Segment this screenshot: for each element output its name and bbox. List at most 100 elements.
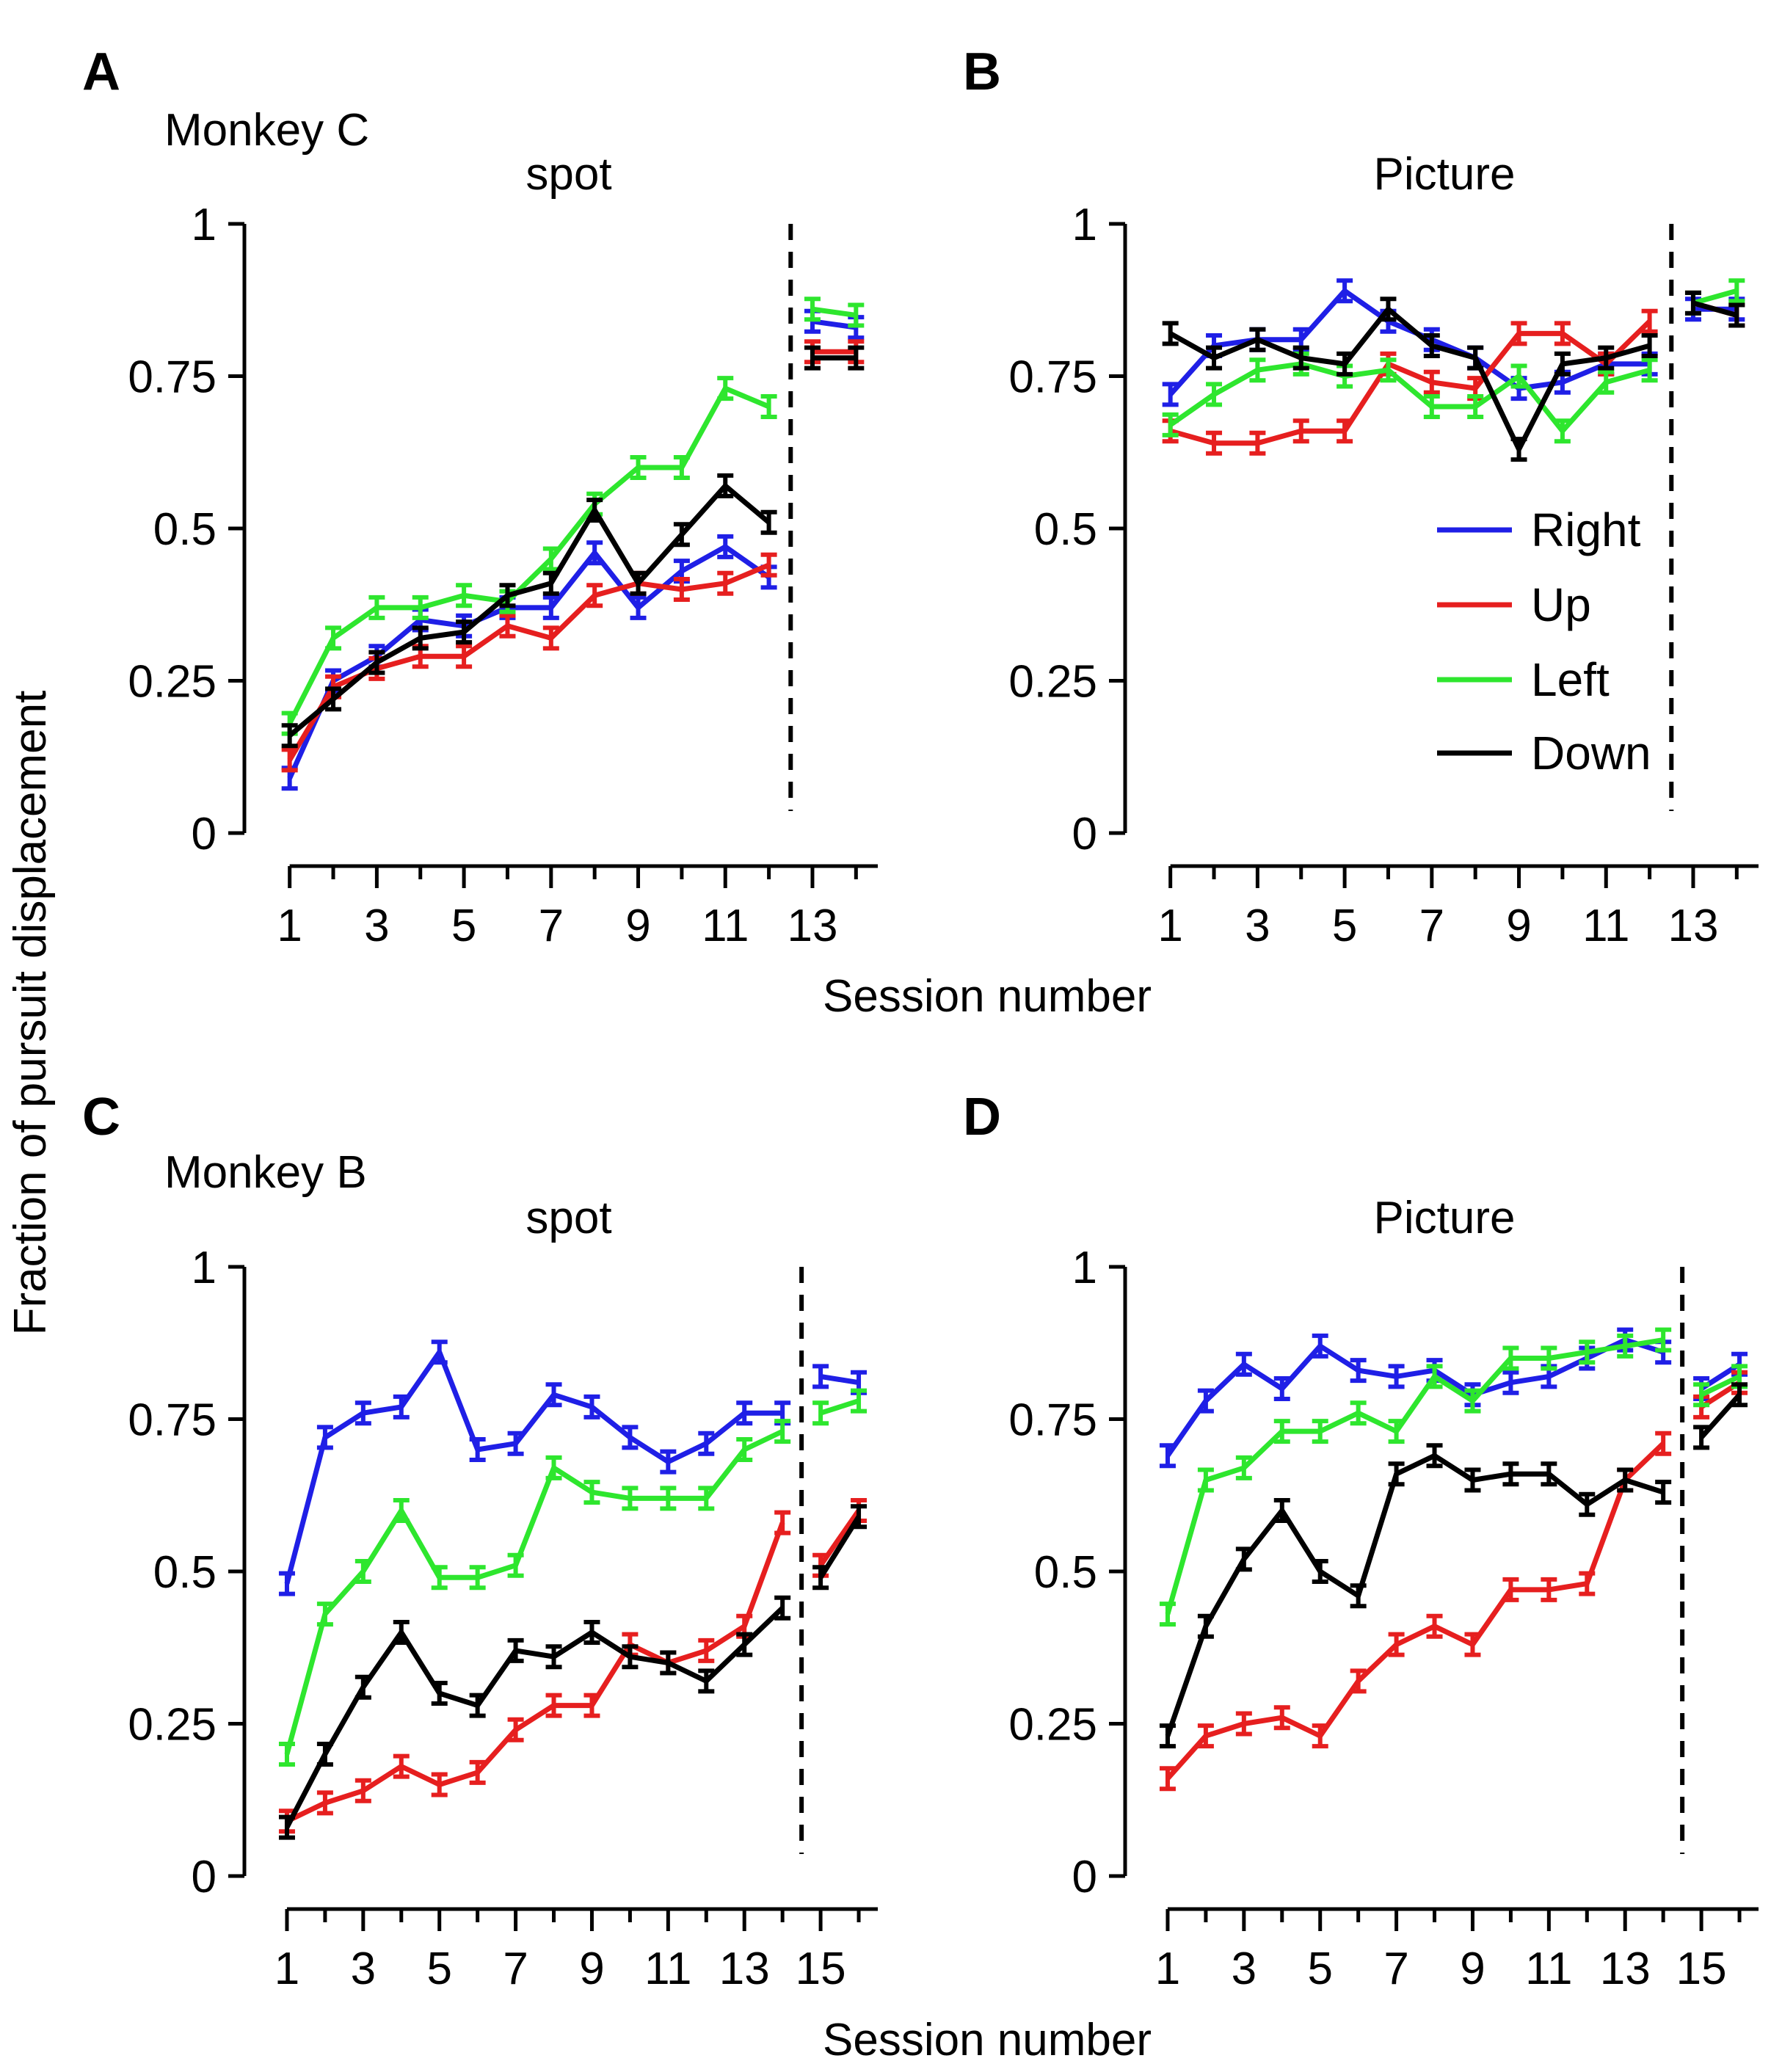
x-tick-label-b: 9 — [1506, 901, 1531, 951]
x-tick-label-d: 3 — [1232, 1944, 1257, 1994]
data-point-left-d — [1617, 1333, 1634, 1359]
x-tick-label-a: 5 — [451, 901, 476, 951]
data-point-right-c — [698, 1431, 715, 1456]
data-point-down-a — [325, 686, 342, 712]
data-point-left-a — [717, 376, 734, 401]
x-tick-label-d: 5 — [1307, 1944, 1332, 1994]
data-point-down-a — [499, 583, 516, 608]
y-tick-label-d: 0.25 — [1008, 1700, 1097, 1751]
data-point-left-b — [1510, 363, 1527, 389]
x-tick-label-a: 1 — [277, 901, 302, 951]
y-tick-label-a: 0.75 — [128, 352, 217, 403]
panel-letter-d: D — [963, 1088, 1001, 1146]
data-point-up-d — [1159, 1766, 1176, 1792]
x-tick-label-b: 7 — [1419, 901, 1444, 951]
data-point-up-c — [393, 1753, 410, 1779]
data-point-up-d — [1426, 1613, 1443, 1639]
x-tick-label-a: 11 — [702, 901, 749, 951]
x-tick-label-d: 11 — [1525, 1944, 1572, 1994]
data-point-down-d — [1731, 1382, 1748, 1408]
data-point-up-c — [431, 1772, 448, 1797]
data-point-left-a — [368, 595, 385, 620]
data-point-down-a — [848, 345, 865, 371]
data-point-left-a — [848, 302, 865, 328]
data-point-down-d — [1159, 1723, 1176, 1749]
data-point-left-c — [736, 1437, 753, 1462]
data-point-right-c — [583, 1394, 600, 1419]
data-point-up-d — [1273, 1705, 1290, 1731]
data-point-down-c — [545, 1644, 562, 1670]
series-line-left-a — [287, 385, 770, 725]
x-tick-label-c: 15 — [796, 1944, 846, 1994]
data-point-left-a — [804, 297, 821, 322]
data-point-up-c — [507, 1717, 524, 1742]
data-point-right-d — [1235, 1351, 1252, 1377]
data-point-left-b — [1249, 357, 1266, 383]
data-point-up-d — [1350, 1668, 1367, 1694]
data-point-up-d — [1312, 1723, 1328, 1749]
series-down-a — [281, 345, 865, 749]
x-tick-label-c: 13 — [719, 1944, 770, 1994]
x-tick-label-c: 7 — [503, 1944, 528, 1994]
data-point-left-d — [1579, 1339, 1596, 1365]
data-point-right-a — [717, 534, 734, 559]
data-point-left-a — [760, 394, 777, 419]
data-point-down-b — [1292, 345, 1309, 371]
data-point-left-d — [1273, 1419, 1290, 1444]
panel-b: B Picture Right Up Left Down 0 0.25 0.5 0.7… — [963, 43, 1759, 951]
data-point-up-b — [1206, 430, 1223, 456]
data-point-right-d — [1388, 1364, 1405, 1389]
data-point-right-d — [1197, 1388, 1214, 1414]
data-point-up-a — [673, 577, 690, 602]
data-point-down-c — [736, 1632, 753, 1657]
data-point-right-d — [1312, 1333, 1328, 1359]
data-point-up-c — [469, 1759, 486, 1785]
data-point-left-b — [1598, 369, 1615, 395]
data-point-left-c — [851, 1388, 868, 1414]
data-point-up-a — [586, 583, 603, 608]
data-point-down-b — [1206, 345, 1223, 371]
data-point-down-a — [281, 723, 298, 749]
data-point-up-c — [698, 1637, 715, 1663]
data-point-right-c — [316, 1425, 333, 1450]
data-point-up-b — [1554, 321, 1571, 346]
y-tick-label-c: 1 — [192, 1243, 217, 1293]
x-tick-label-c: 1 — [274, 1944, 299, 1994]
x-tick-label-c: 11 — [644, 1944, 691, 1994]
data-point-down-a — [586, 498, 603, 523]
data-point-left-a — [673, 455, 690, 480]
x-tick-label-b: 11 — [1582, 901, 1629, 951]
x-tick-label-a: 7 — [539, 901, 564, 951]
data-point-down-b — [1467, 345, 1484, 371]
x-tick-label-a: 3 — [364, 901, 389, 951]
x-axis-title-top: Session number — [823, 971, 1152, 1022]
data-point-left-a — [542, 546, 559, 572]
data-point-down-d — [1693, 1425, 1710, 1450]
data-point-left-c — [545, 1455, 562, 1480]
data-point-left-d — [1388, 1419, 1405, 1444]
data-point-down-d — [1464, 1467, 1481, 1493]
legend-label-left: Left — [1531, 653, 1610, 706]
data-point-up-b — [1249, 430, 1266, 456]
data-point-left-c — [278, 1742, 295, 1767]
data-point-left-c — [469, 1565, 486, 1591]
data-point-down-c — [278, 1814, 295, 1840]
data-point-left-d — [1350, 1400, 1367, 1426]
data-point-up-d — [1197, 1723, 1214, 1749]
y-tick-label-a: 1 — [192, 200, 217, 250]
panel-letter-b: B — [963, 43, 1001, 101]
data-point-up-d — [1579, 1571, 1596, 1596]
y-tick-label-b: 0.25 — [1008, 657, 1097, 708]
data-point-left-c — [622, 1486, 639, 1511]
series-post-line-right-c — [820, 1373, 859, 1386]
data-point-down-c — [812, 1565, 829, 1591]
x-tick-label-b: 5 — [1332, 901, 1357, 951]
data-point-right-d — [1350, 1358, 1367, 1384]
series-left-a — [281, 297, 865, 736]
data-point-down-a — [673, 522, 690, 548]
data-point-up-b — [1641, 308, 1658, 334]
x-tick-label-d: 9 — [1460, 1944, 1485, 1994]
data-point-right-c — [812, 1364, 829, 1389]
data-point-left-b — [1554, 418, 1571, 444]
data-point-left-b — [1206, 382, 1223, 407]
